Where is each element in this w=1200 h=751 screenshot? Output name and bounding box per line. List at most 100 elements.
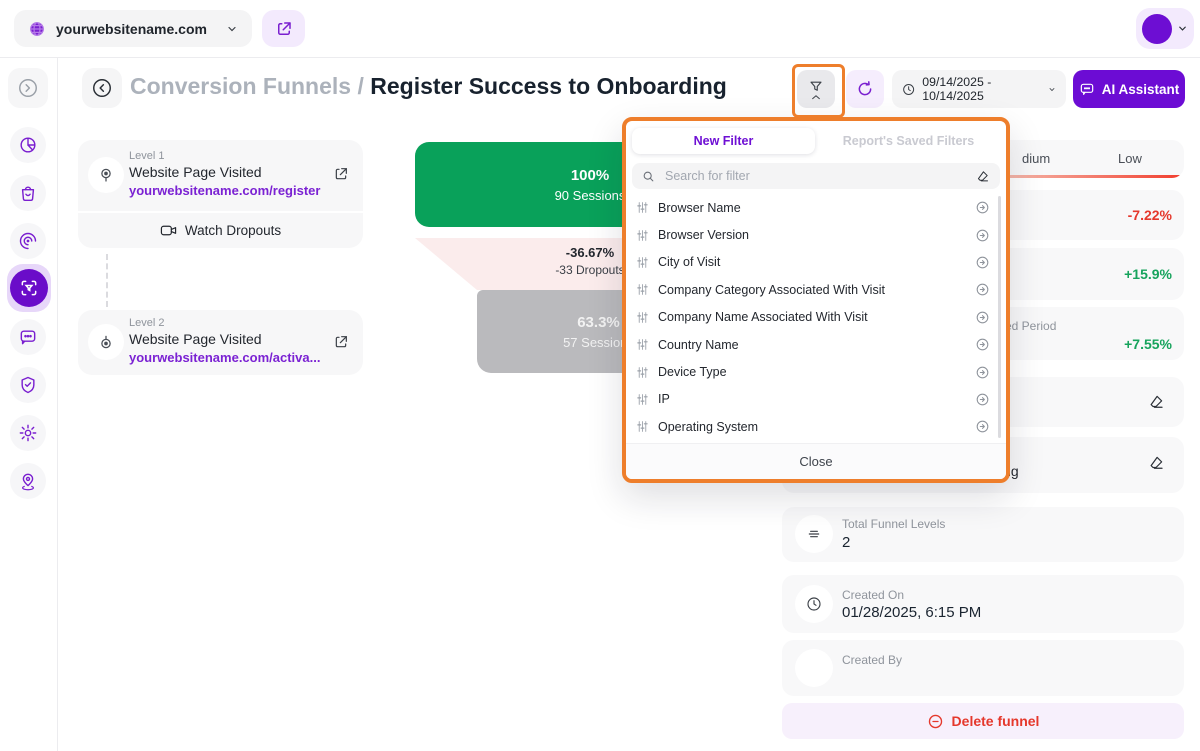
- level-label: Level 1: [129, 150, 165, 162]
- sidebar-toggle-button[interactable]: [8, 68, 48, 108]
- funnel-icon: [810, 81, 822, 91]
- tab-saved-filters[interactable]: Report's Saved Filters: [842, 134, 975, 148]
- filter-button[interactable]: [797, 70, 835, 108]
- level-url-link[interactable]: yourwebsitename.com/register: [129, 183, 321, 198]
- refresh-button[interactable]: [846, 70, 884, 108]
- gear-icon: [19, 424, 37, 442]
- breadcrumb[interactable]: Conversion Funnels /: [130, 73, 364, 99]
- filter-option-label: Browser Version: [658, 228, 750, 243]
- chevron-down-icon: [226, 23, 238, 35]
- back-button[interactable]: [82, 68, 122, 108]
- step-percent: 63.3%: [577, 313, 620, 331]
- close-filter-button[interactable]: Close: [626, 443, 1006, 479]
- filter-list-scrollbar[interactable]: [998, 196, 1001, 438]
- watch-dropouts-label: Watch Dropouts: [184, 223, 282, 238]
- filter-option-row[interactable]: City of Visit: [626, 249, 1006, 276]
- sliders-icon: [636, 229, 649, 242]
- level-event: Website Page Visited: [129, 331, 262, 347]
- stat-value: -7.22%: [1127, 207, 1172, 223]
- delete-funnel-button[interactable]: Delete funnel: [782, 703, 1184, 739]
- created-on-label: Created On: [842, 588, 905, 602]
- site-selector[interactable]: yourwebsitename.com: [14, 10, 252, 47]
- arrow-right-circle-icon[interactable]: [975, 392, 990, 407]
- milestone-start-icon: [88, 157, 124, 193]
- arrow-right-circle-icon[interactable]: [975, 337, 990, 352]
- stat-value: +15.9%: [1124, 266, 1172, 282]
- sliders-icon: [636, 338, 649, 351]
- filter-option-label: Company Category Associated With Visit: [658, 282, 885, 297]
- level-event: Website Page Visited: [129, 164, 262, 180]
- arrow-right-circle-icon[interactable]: [975, 228, 990, 243]
- date-range-picker[interactable]: 09/14/2025 - 10/14/2025: [892, 70, 1066, 108]
- delete-funnel-label: Delete funnel: [951, 713, 1040, 729]
- filter-option-row[interactable]: Browser Name: [626, 194, 1006, 221]
- total-levels-label: Total Funnel Levels: [842, 517, 946, 531]
- sidebar-item-settings[interactable]: [10, 415, 46, 451]
- creator-avatar: [795, 649, 833, 687]
- open-url-icon[interactable]: [333, 334, 349, 350]
- user-menu[interactable]: [1136, 8, 1194, 49]
- open-site-button[interactable]: [262, 10, 305, 47]
- page-title: Conversion Funnels / Register Success to…: [130, 73, 727, 100]
- created-by-label: Created By: [842, 653, 903, 667]
- sliders-icon: [636, 283, 649, 296]
- dropout-percent: -36.67%: [565, 245, 615, 260]
- sidebar-item-ecommerce[interactable]: [10, 175, 46, 211]
- arrow-right-circle-icon[interactable]: [975, 200, 990, 215]
- sliders-icon: [636, 393, 649, 406]
- site-name: yourwebsitename.com: [56, 20, 207, 37]
- filter-option-row[interactable]: Country Name: [626, 331, 1006, 358]
- sidebar-item-funnels-active[interactable]: [7, 264, 51, 312]
- filter-option-row[interactable]: Browser Version: [626, 221, 1006, 248]
- level-url-link[interactable]: yourwebsitename.com/activa...: [129, 350, 321, 365]
- edit-eraser-icon[interactable]: [1147, 393, 1165, 411]
- created-on-card: Created On 01/28/2025, 6:15 PM: [782, 575, 1184, 633]
- total-levels-value: 2: [842, 534, 851, 551]
- clear-eraser-icon[interactable]: [975, 169, 990, 184]
- filter-option-row[interactable]: Company Category Associated With Visit: [626, 276, 1006, 303]
- ai-assistant-button[interactable]: AI Assistant: [1073, 70, 1185, 108]
- location-pin-icon: [22, 473, 35, 491]
- filter-tabs: New Filter Report's Saved Filters: [632, 128, 1000, 154]
- filter-option-row[interactable]: Device Type: [626, 358, 1006, 385]
- filter-option-row[interactable]: Operating System: [626, 413, 1006, 440]
- sidebar-item-security[interactable]: [10, 367, 46, 403]
- arrow-right-circle-icon[interactable]: [975, 365, 990, 380]
- dropout-stats: -36.67% -33 Dropouts: [460, 245, 720, 277]
- funnel-level-1-card: Level 1 Website Page Visited yourwebsite…: [78, 140, 363, 248]
- clock-icon: [795, 585, 833, 623]
- arrow-right-circle-icon[interactable]: [975, 419, 990, 434]
- sliders-icon: [636, 201, 649, 214]
- tab-medium-partial[interactable]: dium: [1022, 151, 1051, 166]
- filter-option-row[interactable]: Company Name Associated With Visit: [626, 304, 1006, 331]
- shopping-bag-icon: [21, 186, 35, 202]
- arrow-left-circle-icon: [93, 79, 111, 97]
- tab-new-filter[interactable]: New Filter: [632, 128, 815, 154]
- arrow-right-circle-icon[interactable]: [975, 282, 990, 297]
- funnel-scan-icon: [21, 280, 37, 296]
- sidebar-item-feedback[interactable]: [10, 319, 46, 355]
- chevron-down-icon: [1177, 23, 1188, 34]
- globe-icon: [28, 20, 46, 38]
- tab-low[interactable]: Low: [1118, 151, 1142, 166]
- video-camera-icon: [160, 225, 177, 236]
- filter-option-label: Browser Name: [658, 200, 741, 215]
- filter-search-input[interactable]: [663, 168, 967, 184]
- watch-dropouts-button[interactable]: Watch Dropouts: [78, 211, 363, 248]
- arrow-right-circle-icon[interactable]: [975, 310, 990, 325]
- filter-option-row[interactable]: IP: [626, 386, 1006, 413]
- edit-eraser-icon[interactable]: [1147, 454, 1165, 472]
- shield-check-icon: [21, 376, 35, 394]
- sidebar-item-locations[interactable]: [10, 463, 46, 499]
- external-link-icon: [275, 20, 293, 38]
- funnel-level-2-card: Level 2 Website Page Visited yourwebsite…: [78, 310, 363, 375]
- filter-options-list: Browser Name Browser Version C: [626, 194, 1006, 441]
- open-url-icon[interactable]: [333, 166, 349, 182]
- arrow-right-circle-icon[interactable]: [975, 255, 990, 270]
- chat-bubble-icon: [20, 330, 36, 345]
- filter-option-label: Device Type: [658, 365, 727, 380]
- date-range-value: 09/14/2025 - 10/14/2025: [922, 75, 992, 103]
- sidebar-item-recordings[interactable]: [10, 223, 46, 259]
- sidebar-item-dashboard[interactable]: [10, 127, 46, 163]
- dropout-count: -33 Dropouts: [555, 263, 625, 277]
